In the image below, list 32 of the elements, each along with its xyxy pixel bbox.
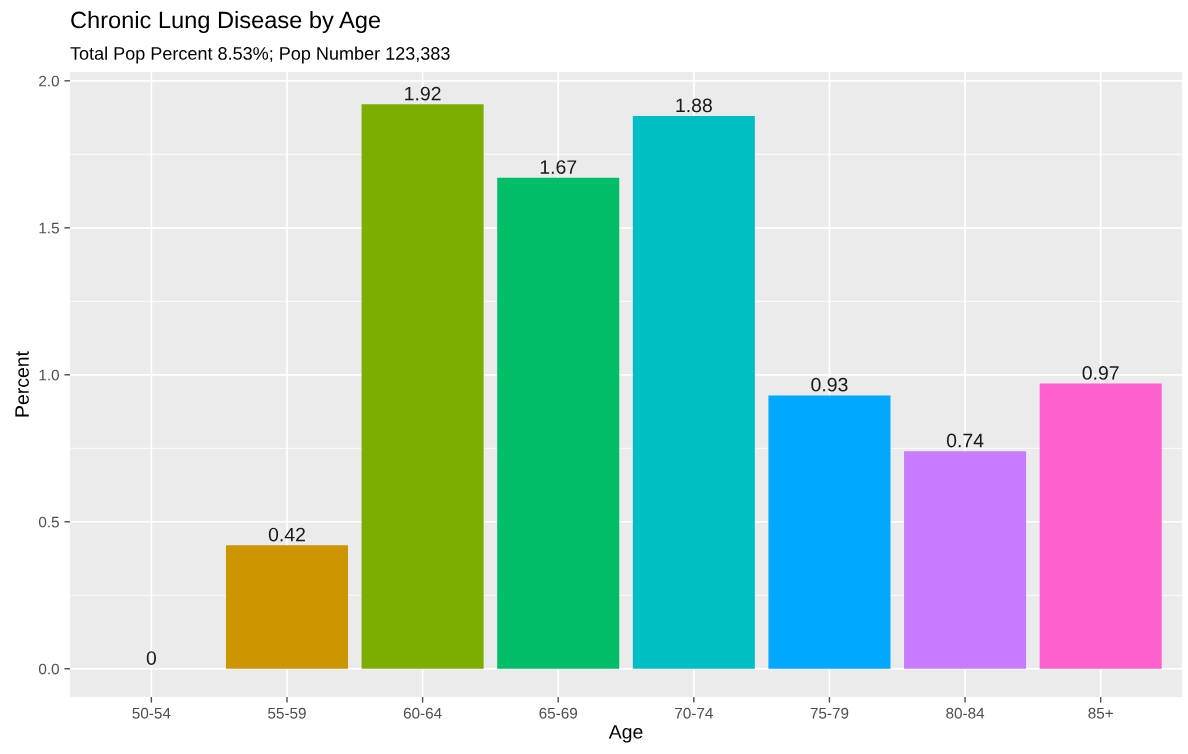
x-tick-label: 60-64	[403, 707, 442, 719]
x-tick-label: 75-79	[810, 707, 849, 719]
data-label: 1.92	[405, 86, 441, 101]
data-label: 0.74	[946, 433, 984, 448]
y-tick-label: 0.5	[38, 516, 59, 528]
y-tick-label: 2.0	[39, 75, 59, 87]
bar	[225, 545, 349, 669]
bar	[768, 395, 891, 669]
y-tick-label: 1.0	[39, 369, 59, 381]
x-tick-label: 85+	[1088, 707, 1113, 719]
x-tick-label: 55-59	[268, 707, 306, 719]
data-label: 1.67	[540, 160, 577, 174]
y-tick-label: 1.5	[39, 222, 59, 234]
bar	[361, 104, 484, 669]
y-axis-title: Percent	[15, 351, 29, 417]
chart-subtitle: Total Pop Percent 8.53%; Pop Number 123,383	[70, 46, 450, 64]
x-tick-label: 65-69	[539, 707, 578, 719]
data-label: 0.93	[811, 377, 848, 392]
chart-title: Chronic Lung Disease by Age	[71, 11, 381, 33]
x-tick-label: 70-74	[675, 707, 713, 719]
bar	[497, 177, 620, 669]
x-axis-title: Age	[608, 725, 643, 743]
data-label: 1.88	[676, 98, 712, 113]
data-label: 0.42	[268, 527, 305, 542]
y-tick-label: 0.0	[38, 663, 59, 675]
bar	[1039, 383, 1162, 669]
x-tick-label: 80-84	[946, 707, 985, 719]
bar	[632, 116, 755, 669]
data-label: 0	[146, 651, 157, 665]
data-label: 0.97	[1082, 366, 1119, 380]
x-tick-label: 50-54	[132, 707, 171, 719]
bar	[904, 451, 1027, 669]
